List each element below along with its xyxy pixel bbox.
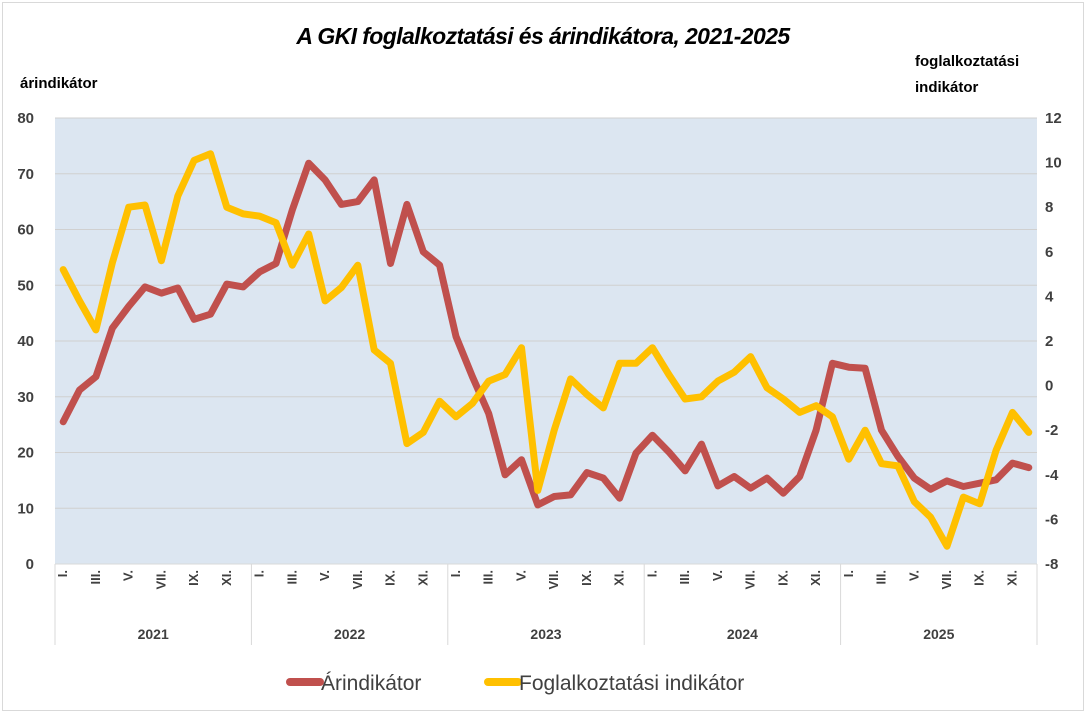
month-label: V. <box>121 570 136 581</box>
month-label: III. <box>284 570 299 584</box>
month-label: XI. <box>415 570 430 586</box>
right-tick-label: -4 <box>1045 467 1059 484</box>
chart-title: A GKI foglalkoztatási és árindikátora, 2… <box>295 23 791 49</box>
series-lines <box>59 150 1033 550</box>
left-tick-label: 50 <box>17 277 34 294</box>
left-tick-label: 20 <box>17 445 34 462</box>
month-label: IX. <box>775 570 790 586</box>
right-tick-label: 6 <box>1045 244 1053 261</box>
month-label: V. <box>513 570 528 581</box>
month-label: V. <box>710 570 725 581</box>
month-label: I. <box>55 570 70 577</box>
series-line-employment <box>59 150 1033 550</box>
year-label: 2023 <box>530 626 561 642</box>
x-axis: 2021 I. III. V. VII. IX. XI. 2022 I. III. V. VII. IX… <box>54 563 1038 645</box>
month-label: V. <box>906 570 921 581</box>
right-tick-label: 0 <box>1045 378 1053 395</box>
year-label: 2022 <box>334 626 365 642</box>
left-tick-label: 30 <box>17 389 34 406</box>
left-tick-label: 80 <box>17 110 34 127</box>
month-label: I. <box>252 570 267 577</box>
month-label: VII. <box>546 570 561 590</box>
left-tick-label: 10 <box>17 500 34 517</box>
right-axis-title-line1: foglalkoztatási <box>915 53 1019 70</box>
right-tick-label: 8 <box>1045 199 1053 216</box>
month-label: XI. <box>1004 570 1019 586</box>
right-tick-label: 2 <box>1045 333 1053 350</box>
left-axis-title: árindikátor <box>20 75 98 92</box>
legend-label-price: Árindikátor <box>321 672 421 695</box>
right-tick-label: -2 <box>1045 422 1058 439</box>
left-tick-label: 0 <box>26 556 34 573</box>
left-tick-label: 60 <box>17 222 34 239</box>
right-tick-label: -8 <box>1045 556 1058 573</box>
month-label: VII. <box>743 570 758 590</box>
left-tick-label: 70 <box>17 166 34 183</box>
year-label: 2025 <box>923 626 954 642</box>
month-label: I. <box>841 570 856 577</box>
month-label: V. <box>317 570 332 581</box>
month-label: XI. <box>219 570 234 586</box>
legend-label-employment: Foglalkoztatási indikátor <box>519 672 744 695</box>
month-label: IX. <box>972 570 987 586</box>
left-tick-label: 40 <box>17 333 34 350</box>
right-tick-label: -6 <box>1045 511 1058 528</box>
month-label: XI. <box>808 570 823 586</box>
year-label: 2024 <box>727 626 758 642</box>
left-axis-ticks: 0 10 20 30 40 50 60 70 80 <box>17 110 34 573</box>
series-line-price <box>59 159 1033 509</box>
month-label: IX. <box>579 570 594 586</box>
month-label: XI. <box>612 570 627 586</box>
month-label: I. <box>448 570 463 577</box>
right-tick-label: 10 <box>1045 155 1062 172</box>
month-label: IX. <box>383 570 398 586</box>
legend: Árindikátor Foglalkoztatási indikátor <box>286 672 744 695</box>
month-label: VII. <box>153 570 168 590</box>
month-label: I. <box>644 570 659 577</box>
month-label: IX. <box>186 570 201 586</box>
month-label: VII. <box>939 570 954 590</box>
month-label: VII. <box>350 570 365 590</box>
month-label: III. <box>677 570 692 584</box>
month-label: III. <box>874 570 889 584</box>
right-tick-label: 4 <box>1045 288 1054 305</box>
right-axis-ticks: -8 -6 -4 -2 0 2 4 6 8 10 12 <box>1045 110 1062 573</box>
year-label: 2021 <box>138 626 169 642</box>
month-label: III. <box>88 570 103 584</box>
right-tick-label: 12 <box>1045 110 1062 127</box>
month-label: III. <box>481 570 496 584</box>
right-axis-title-line2: indikátor <box>915 79 979 96</box>
